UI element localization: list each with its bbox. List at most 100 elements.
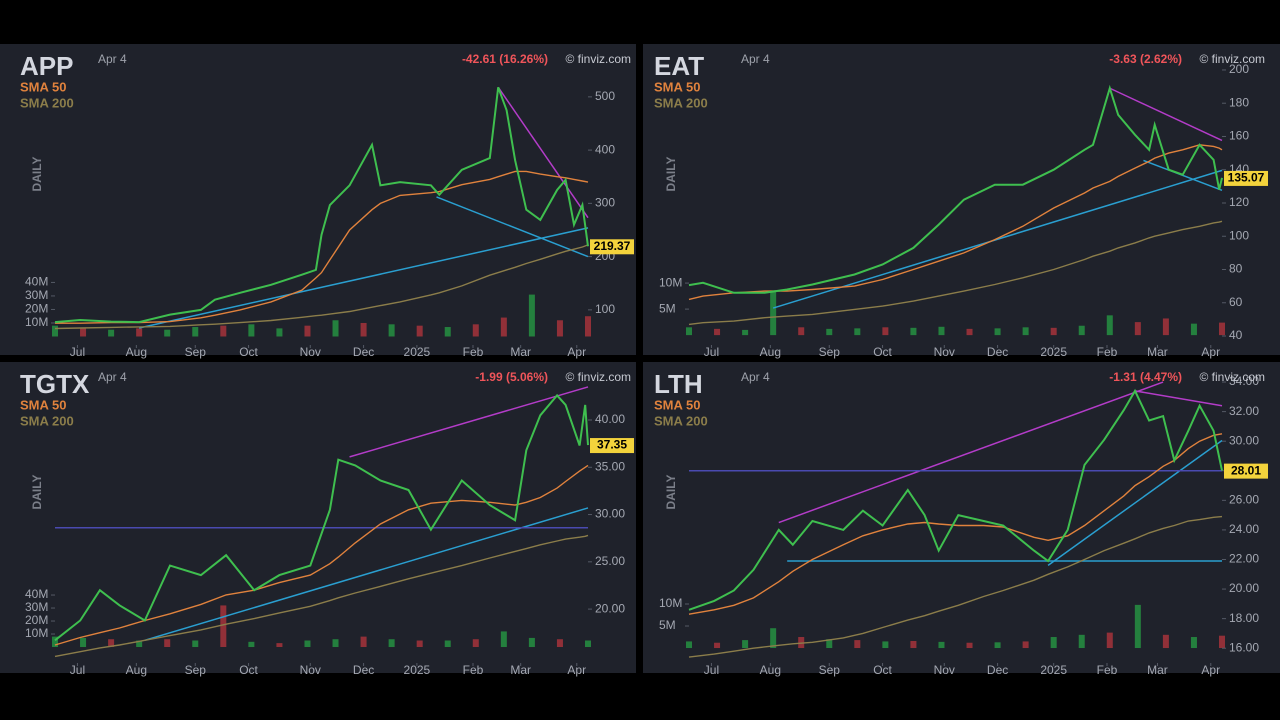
y-axis-label: DAILY bbox=[664, 475, 678, 510]
y-tick-label: 80 bbox=[1229, 262, 1243, 276]
volume-bar bbox=[192, 640, 199, 648]
y-tick-label: 16.00 bbox=[1229, 640, 1259, 654]
last-price-box bbox=[590, 438, 634, 454]
volume-tick-label: 10M bbox=[659, 596, 682, 610]
sma-line bbox=[688, 433, 1223, 615]
volume-bar bbox=[136, 640, 143, 648]
x-tick-label: 2025 bbox=[404, 345, 431, 359]
change: -1.99 (5.06%) bbox=[475, 370, 548, 384]
volume-bar bbox=[1022, 327, 1029, 336]
source: © finviz.com bbox=[565, 370, 631, 384]
panel-background bbox=[643, 44, 1280, 355]
ticker: APP bbox=[20, 51, 73, 81]
x-tick-label: Aug bbox=[760, 345, 781, 359]
volume-bar bbox=[994, 642, 1001, 649]
x-tick-label: Feb bbox=[1097, 345, 1118, 359]
x-tick-label: Oct bbox=[239, 345, 258, 359]
volume-bar bbox=[910, 327, 917, 336]
volume-bar bbox=[332, 639, 339, 648]
x-tick-label: Nov bbox=[934, 663, 955, 677]
x-tick-label: Oct bbox=[873, 345, 892, 359]
x-tick-label: Mar bbox=[510, 345, 531, 359]
change: -3.63 (2.62%) bbox=[1109, 52, 1182, 66]
y-axis-label: DAILY bbox=[30, 157, 44, 192]
volume-bar bbox=[1106, 315, 1113, 336]
volume-tick-label: 30M bbox=[25, 600, 48, 614]
x-tick-label: 2025 bbox=[1040, 663, 1067, 677]
y-tick-label: 40 bbox=[1229, 328, 1243, 342]
volume-bar bbox=[910, 640, 917, 649]
volume-tick-label: 20M bbox=[25, 613, 48, 627]
y-tick-label: 120 bbox=[1229, 195, 1249, 209]
volume-bar bbox=[528, 637, 535, 648]
last-price-box bbox=[590, 239, 634, 255]
volume-bar bbox=[714, 642, 721, 649]
volume-bar bbox=[416, 640, 423, 648]
volume-bar bbox=[52, 325, 58, 337]
price-line bbox=[688, 388, 1223, 611]
legend-entry: SMA 50 bbox=[20, 397, 66, 412]
x-tick-label: Jul bbox=[70, 345, 85, 359]
price-line bbox=[688, 84, 1223, 294]
volume-bar bbox=[1190, 323, 1197, 336]
volume-bar bbox=[248, 324, 255, 337]
source: © finviz.com bbox=[1199, 370, 1265, 384]
volume-tick-label: 5M bbox=[659, 301, 676, 315]
ticker: LTH bbox=[654, 369, 703, 399]
y-tick-label: 26.00 bbox=[1229, 493, 1259, 507]
trend-line bbox=[138, 227, 589, 329]
sma-line bbox=[54, 534, 589, 658]
y-tick-label: 400 bbox=[595, 142, 615, 156]
volume-bar bbox=[686, 641, 692, 649]
volume-bar bbox=[220, 605, 227, 648]
volume-bar bbox=[80, 328, 87, 337]
volume-bar bbox=[994, 328, 1001, 336]
x-tick-label: 2025 bbox=[1040, 345, 1067, 359]
x-tick-label: Oct bbox=[239, 663, 258, 677]
volume-bar bbox=[388, 324, 395, 337]
x-tick-label: 2025 bbox=[404, 663, 431, 677]
volume-bar bbox=[500, 631, 507, 648]
y-tick-label: 300 bbox=[595, 196, 615, 210]
volume-bar bbox=[528, 294, 535, 337]
date: Apr 4 bbox=[98, 370, 127, 384]
y-tick-label: 30.00 bbox=[1229, 433, 1259, 447]
trend-line bbox=[349, 386, 589, 458]
volume-bar bbox=[1219, 635, 1225, 649]
x-tick-label: Nov bbox=[934, 345, 955, 359]
y-tick-label: 200 bbox=[1229, 62, 1249, 76]
volume-bar bbox=[556, 320, 563, 337]
y-tick-label: 32.00 bbox=[1229, 404, 1259, 418]
y-tick-label: 60 bbox=[1229, 295, 1243, 309]
volume-bar bbox=[472, 639, 479, 648]
x-tick-label: Jul bbox=[70, 663, 85, 677]
change: -1.31 (4.47%) bbox=[1109, 370, 1182, 384]
volume-bar bbox=[742, 640, 749, 649]
y-tick-label: 25.00 bbox=[595, 554, 625, 568]
volume-bar bbox=[472, 324, 479, 337]
volume-bar bbox=[1078, 325, 1085, 336]
volume-tick-label: 40M bbox=[25, 275, 48, 289]
x-tick-label: Feb bbox=[463, 345, 484, 359]
volume-tick-label: 10M bbox=[659, 275, 682, 289]
sma-line bbox=[688, 144, 1223, 301]
volume-bar bbox=[1162, 634, 1169, 649]
y-tick-label: 20.00 bbox=[595, 601, 625, 615]
date: Apr 4 bbox=[741, 52, 770, 66]
volume-bar bbox=[826, 639, 833, 649]
last-price-label: 135.07 bbox=[1228, 171, 1265, 185]
y-tick-label: 18.00 bbox=[1229, 611, 1259, 625]
price-line bbox=[54, 393, 589, 642]
chart-panel: 5M10M16.0018.0020.0022.0024.0026.0028.00… bbox=[643, 362, 1280, 677]
x-tick-label: Sep bbox=[185, 345, 207, 359]
volume-bar bbox=[798, 327, 805, 336]
y-tick-label: 100 bbox=[1229, 228, 1249, 242]
volume-tick-label: 10M bbox=[25, 626, 48, 640]
x-tick-label: Apr bbox=[567, 345, 586, 359]
volume-bar bbox=[248, 641, 255, 648]
date: Apr 4 bbox=[741, 370, 770, 384]
ticker: TGTX bbox=[20, 369, 90, 399]
